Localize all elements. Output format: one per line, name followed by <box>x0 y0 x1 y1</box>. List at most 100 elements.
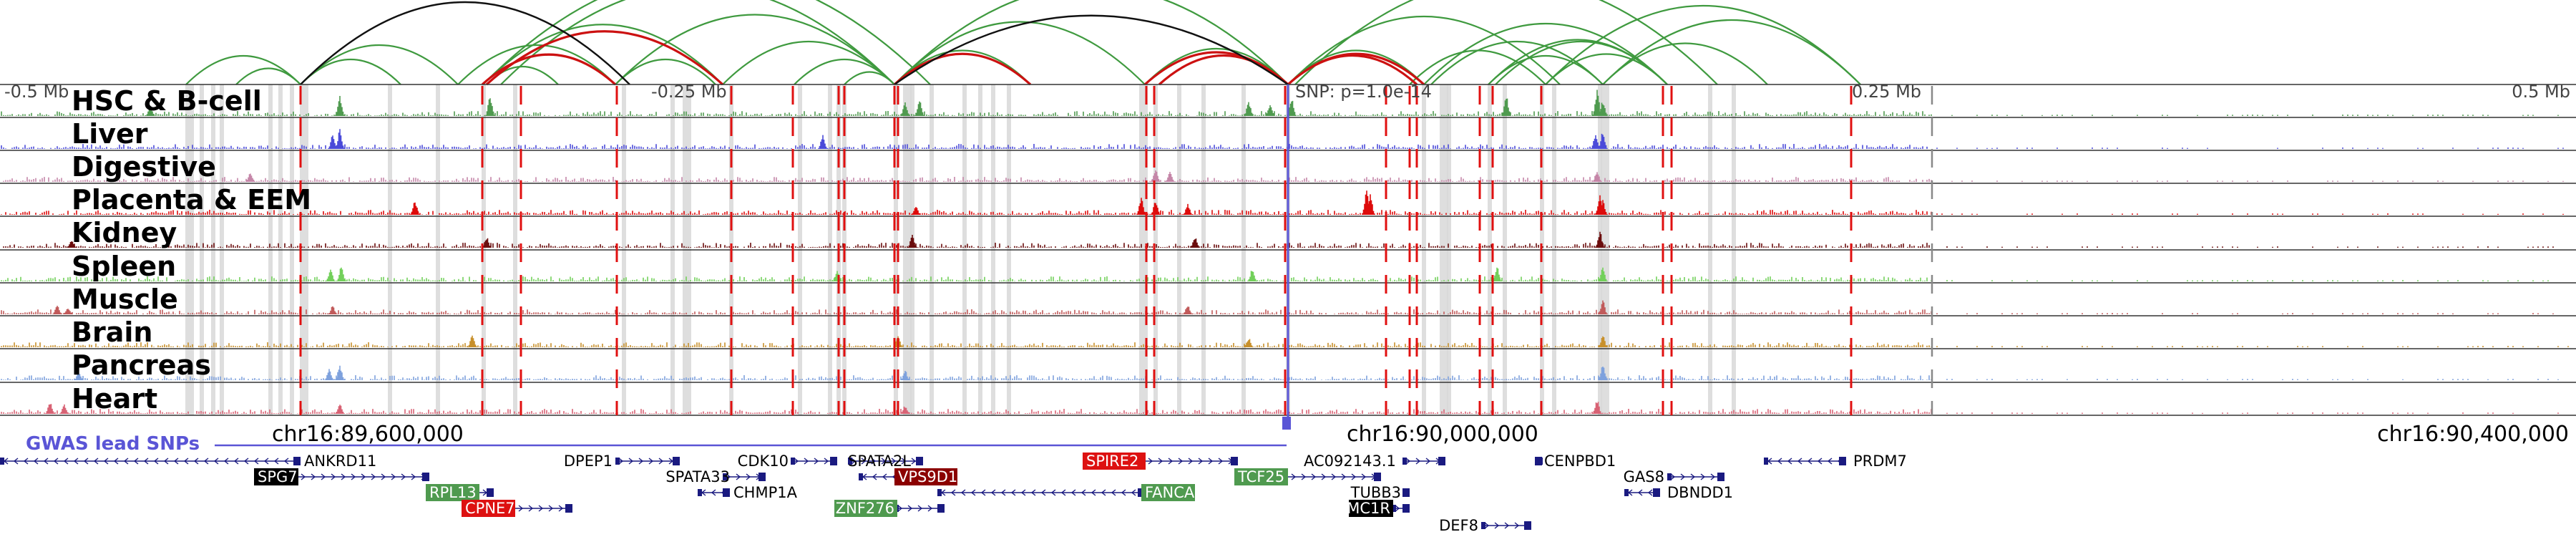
gene-label: DPEP1 <box>564 453 613 470</box>
loop-arc <box>500 0 895 85</box>
coordinate-label-3: chr16:90,400,000 <box>2377 422 2569 447</box>
gene: CPNE7 <box>462 500 572 517</box>
track-label-placenta: Placenta & EEM <box>72 184 311 216</box>
gene-exon <box>1438 457 1445 465</box>
gene: ZNF276 <box>834 500 945 517</box>
gene: FANCA <box>937 484 1195 501</box>
gene-highlight <box>1234 468 1288 485</box>
gene: VPS9D1 <box>859 468 957 485</box>
gene-strand-arrows <box>1405 458 1441 465</box>
gene-label: MC1R <box>1347 500 1390 517</box>
loop-arc <box>482 0 931 85</box>
gene: SPG7 <box>254 468 429 485</box>
gene-exon <box>830 457 837 465</box>
gene-exon <box>1402 458 1407 465</box>
gene-highlight <box>834 500 897 517</box>
gene-exon <box>698 489 702 496</box>
gene: TCF25 <box>1234 468 1381 485</box>
loop-arc <box>894 49 1031 85</box>
gene: CDK10 <box>738 453 837 470</box>
gene-label: TCF25 <box>1237 468 1284 485</box>
gene-exon <box>565 504 572 513</box>
gene-label: GAS8 <box>1624 468 1664 485</box>
signal-bars <box>1 90 2559 116</box>
gene: DPEP1 <box>564 453 680 470</box>
gene: SPIRE2 <box>1083 453 1238 470</box>
loop-arc <box>300 1 630 85</box>
gene-exon <box>1481 522 1485 529</box>
signal-bars <box>1 402 2559 414</box>
gene-exon <box>1374 473 1381 481</box>
signal-bars <box>1 190 2564 215</box>
gene-strand-arrows <box>1670 473 1716 480</box>
gene: TUBB3 <box>1350 484 1410 501</box>
gene-label: SPG7 <box>258 468 298 485</box>
gene-exon <box>1717 473 1724 481</box>
gene-exon <box>1231 457 1238 465</box>
coordinate-label-2: chr16:90,000,000 <box>1347 422 1538 447</box>
track-label-hsc: HSC & B-cell <box>72 85 262 117</box>
gene-exon <box>1624 489 1629 496</box>
gene-label: SPATA2L <box>848 453 911 470</box>
gene-label: SPIRE2 <box>1086 453 1138 470</box>
gene-highlight <box>1083 453 1146 470</box>
track-label-digestive: Digestive <box>72 151 216 183</box>
track-label-muscle: Muscle <box>72 284 178 315</box>
gene-exon <box>293 457 301 465</box>
loop-arc <box>1287 52 1425 86</box>
gene-label: ZNF276 <box>836 500 894 517</box>
coordinate-axis: chr16:89,600,000 chr16:90,000,000 chr16:… <box>272 422 2569 447</box>
gene-exon <box>422 473 429 481</box>
gene-strand-arrows <box>851 458 917 465</box>
gene-label: AC092143.1 <box>1304 453 1396 470</box>
gene-strand-arrows <box>794 458 829 465</box>
gene-exon <box>1667 473 1672 480</box>
gene: GAS8 <box>1624 468 1724 485</box>
gene-label: VPS9D1 <box>898 468 957 485</box>
scale-bar: -0.5 Mb -0.25 Mb SNP: p=1.0e-14 0.25 Mb … <box>4 82 2570 102</box>
loop-arc <box>1602 19 1861 85</box>
loop-arc <box>235 67 301 85</box>
gene-exon <box>758 473 766 481</box>
chromatin-loop-arcs <box>185 0 1861 447</box>
gene: MC1R <box>1347 500 1410 517</box>
loop-arc <box>1287 49 1425 85</box>
gene: SPATA2L <box>848 453 923 470</box>
gene-label: FANCA <box>1145 484 1195 501</box>
gene-strand-arrows <box>726 473 761 480</box>
signal-bars <box>1 365 2559 380</box>
loop-arc <box>1287 16 1561 85</box>
gwas-track-label: GWAS lead SNPs <box>26 433 200 455</box>
gene: DEF8 <box>1439 517 1531 534</box>
loop-arc <box>894 0 1289 85</box>
gene: RPL13 <box>426 484 494 501</box>
gwas-track: GWAS lead SNPs <box>26 433 200 455</box>
gene-strand-arrows <box>897 505 943 512</box>
signal-bars <box>3 231 2554 248</box>
gene-label: TUBB3 <box>1350 484 1401 501</box>
track-labels: HSC & B-cell Liver Digestive Placenta & … <box>72 85 311 415</box>
gene-exon <box>1764 458 1768 465</box>
gene-label: DBNDD1 <box>1667 484 1733 501</box>
gene-highlight <box>462 500 515 517</box>
loop-arc <box>1545 4 1861 85</box>
gene-label: DEF8 <box>1439 517 1478 534</box>
loop-arc <box>485 30 724 86</box>
gene-label: CPNE7 <box>465 500 515 517</box>
track-label-brain: Brain <box>72 316 152 348</box>
loop-arc <box>185 55 301 85</box>
loop-arc <box>1602 42 1768 85</box>
gene-exon <box>1402 504 1410 513</box>
gene: CHMP1A <box>698 484 798 501</box>
gene-strand-arrows <box>1484 522 1530 529</box>
gene-label: CDK10 <box>738 453 789 470</box>
signal-bars <box>1 267 2549 281</box>
loop-arc <box>894 21 1146 85</box>
gene-exon <box>487 488 494 497</box>
loop-arc <box>1430 40 1604 85</box>
gene: AC092143.1 <box>1304 453 1445 470</box>
gwas-snp-marker <box>1282 417 1291 430</box>
gene-exon <box>673 457 680 465</box>
